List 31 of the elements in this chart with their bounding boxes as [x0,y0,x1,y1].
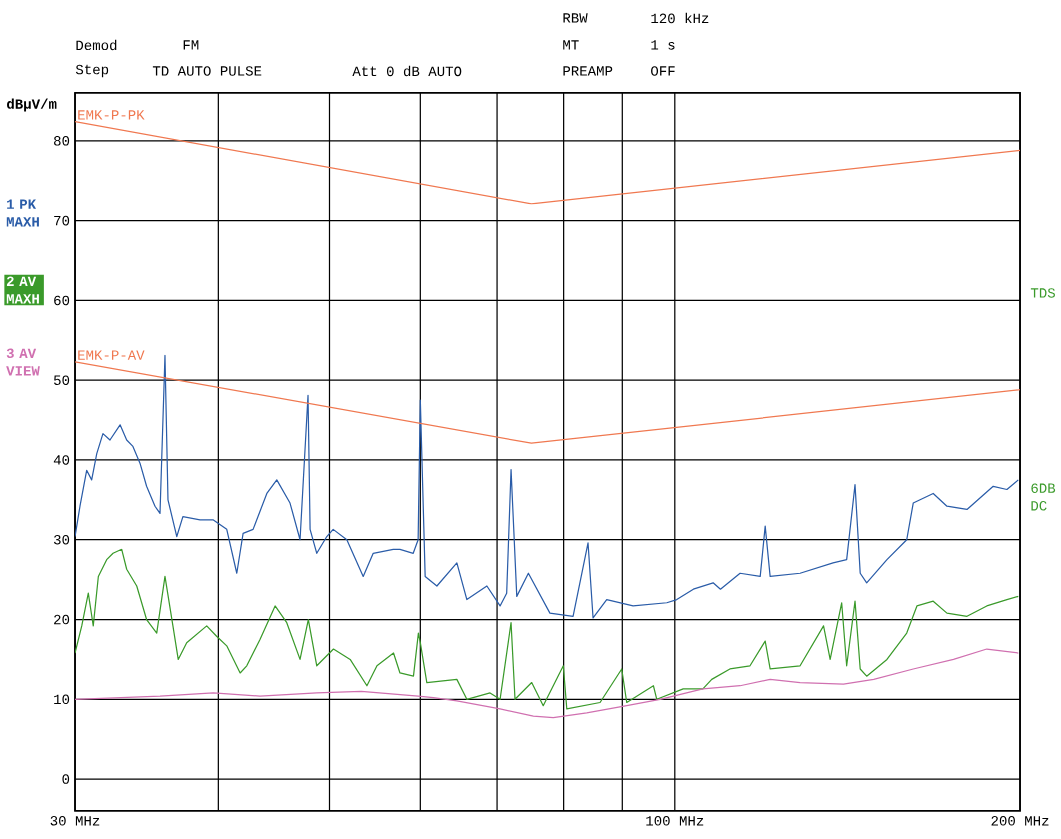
y-tick-label: 20 [54,614,70,625]
text: RBW [563,13,588,23]
text: TDS [1030,288,1055,298]
text: Step [75,64,109,78]
x-tick-label: 200 MHz [991,816,1049,826]
y-tick-label: 70 [54,215,70,226]
y-axis-title: dBµV/m [7,98,57,112]
x-tick-label: 100 MHz [646,816,704,826]
y-tick-label: 10 [54,694,70,705]
text: Att 0 dB AUTO [352,65,462,77]
text: PREAMP [563,66,613,76]
text: FM [183,40,199,50]
text: MT [563,40,579,50]
y-tick-label: 40 [53,455,70,465]
text: OFF [651,66,675,76]
y-tick-label: 0 [62,774,70,784]
text: 1 s [651,40,675,50]
y-tick-label: 30 [54,534,70,545]
annotation: EMK-P-AV [78,350,145,360]
text: 1 PK MAXH [6,199,39,227]
y-tick-label: 60 [54,295,70,306]
text: 6DB DC [1031,483,1056,511]
x-tick-label: 30 MHz [50,816,100,826]
text: 2 AV MAXH [6,276,39,304]
annotation: EMK-P-PK [78,110,145,120]
y-tick-label: 80 [54,136,70,146]
text: 120 kHz [651,12,709,24]
text: TD AUTO PULSE [152,66,262,76]
text: 3 AV VIEW [6,348,40,376]
y-tick-label: 50 [54,375,70,385]
text: Demod [76,39,117,51]
